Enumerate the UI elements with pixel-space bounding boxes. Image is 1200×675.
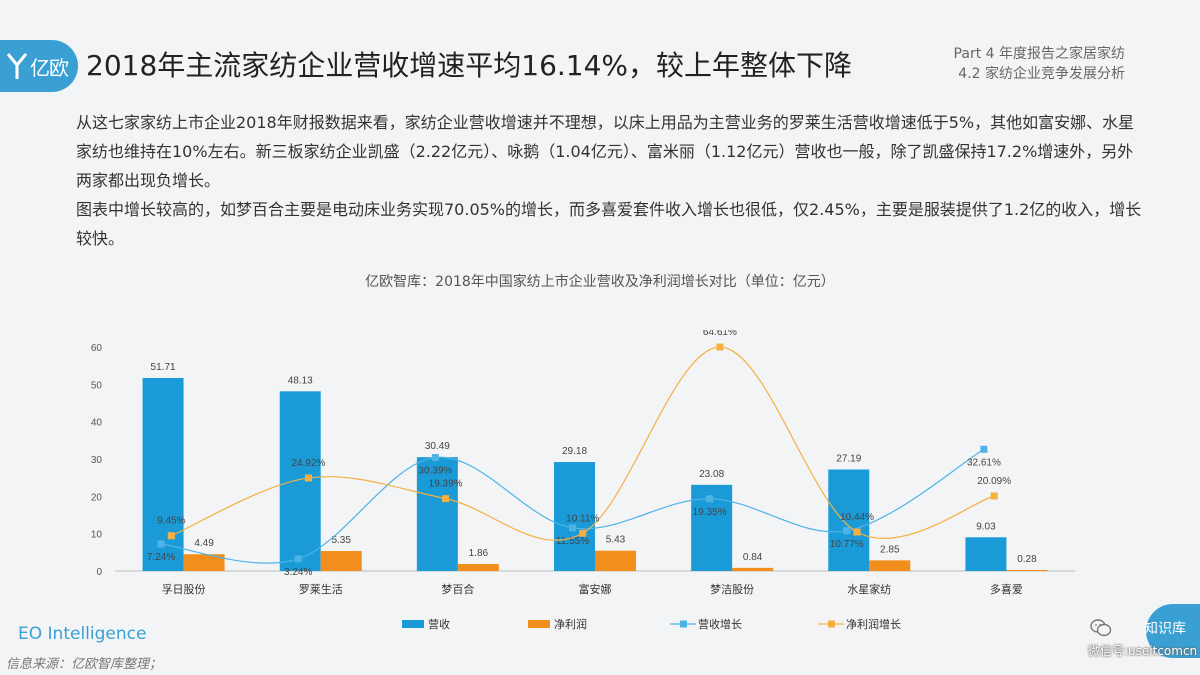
legend-label: 净利润 [554,617,587,631]
line-marker [304,474,312,482]
logo-y-icon [6,53,28,79]
line-marker [706,495,714,503]
bar-revenue [828,469,870,571]
eo-logo: 亿欧 [0,40,78,92]
line-value-label: 11.55% [556,536,589,547]
line-marker [294,555,302,563]
y-tick-label: 20 [91,492,103,503]
body-text: 从这七家家纺上市企业2018年财报数据来看，家纺企业营收增速并不理想，以床上用品… [76,108,1146,253]
legend-label: 营收 [428,617,450,631]
bar-value-label: 5.43 [606,535,626,546]
bar-value-label: 27.19 [836,453,861,464]
y-tick-label: 10 [91,530,103,541]
y-tick-label: 50 [91,380,103,391]
bar-profit [1006,569,1048,571]
line-value-label: 7.24% [147,552,175,563]
paragraph-2: 图表中增长较高的，如梦百合主要是电动床业务实现70.05%的增长，而多喜爱套件收… [76,200,1142,248]
bar-revenue [142,377,184,571]
part-line-1: Part 4 年度报告之家居家纺 [953,46,1125,62]
line-value-label: 19.39% [429,479,463,490]
y-tick-label: 0 [96,567,102,578]
bar-value-label: 5.35 [331,535,351,546]
chart: 0 10 20 30 40 50 60 51.71 48.13 30.49 29.18 23.08 27… [91,330,1075,631]
bar-value-label: 1.86 [469,548,489,559]
line-value-label: 30.39% [418,466,452,477]
x-tick-label: 罗莱生活 [299,582,343,596]
wechat-icon [1090,619,1112,637]
y-tick-label: 60 [91,343,103,354]
line-marker [442,495,450,503]
line-value-label: 24.92% [292,458,326,469]
bar-revenue [554,462,595,571]
wechat-id: 微信号:useitcomcn [1088,644,1198,658]
source-note: 信息来源：亿欧智库整理； [6,657,163,672]
y-tick-label: 30 [91,455,103,466]
legend-label: 营收增长 [698,617,742,631]
x-tick-label: 梦洁股份 [710,583,754,596]
section-label: Part 4 年度报告之家居家纺 4.2 家纺企业竞争发展分析 [954,44,1125,84]
bar-value-label: 4.49 [194,538,214,549]
bar-revenue [416,457,458,571]
line-marker [853,528,861,536]
line-marker [990,492,998,500]
bar-value-label: 29.18 [562,446,587,457]
line-value-label: 20.09% [977,476,1011,487]
line-value-label: 64.61% [703,330,737,338]
line-marker [579,529,587,537]
bar-profit [595,550,636,571]
x-tick-label: 富安娜 [579,582,612,596]
bar-value-label: 0.84 [743,552,763,563]
line-value-label: 10.77% [830,539,864,550]
y-tick-label: 40 [91,418,103,429]
line-marker [716,343,724,351]
bar-profit [732,567,774,571]
bar-revenue [965,537,1007,571]
line-marker [569,524,576,532]
legend-swatch [402,620,424,628]
x-tick-label: 孚日股份 [162,583,206,596]
legend-swatch-marker [680,620,687,628]
x-tick-label: 水星家纺 [847,582,891,596]
line-value-label: 3.24% [284,567,312,578]
bar-value-label: 51.71 [151,362,176,373]
bar-value-label: 23.08 [699,469,724,480]
bar-value-label: 2.85 [880,544,900,555]
wechat-label: 知识库 [1090,618,1186,638]
brand-footer: EO Intelligence [18,624,147,644]
paragraph-1: 从这七家家纺上市企业2018年财报数据来看，家纺企业营收增速并不理想，以床上用品… [76,113,1135,190]
line-value-label: 9.45% [157,516,185,527]
chart-title: 亿欧智库：2018年中国家纺上市企业营收及净利润增长对比（单位：亿元） [365,274,835,290]
legend-swatch-marker [828,620,835,628]
x-tick-label: 梦百合 [441,582,474,596]
line-marker [157,540,165,548]
bar-profit [869,560,911,571]
line-marker [980,445,988,453]
bar-profit [457,564,499,571]
bar-value-label: 0.28 [1017,554,1037,565]
bar-profit [320,551,362,571]
logo-text: 亿欧 [30,55,69,80]
bar-profit [183,554,225,571]
x-tick-label: 多喜爱 [990,582,1023,596]
wechat-name: 知识库 [1144,621,1186,637]
legend-swatch [528,620,550,628]
line-value-label: 10.11% [566,513,599,524]
line-value-label: 10.44% [840,512,874,523]
legend-label: 净利润增长 [846,617,901,631]
bar-value-label: 30.49 [425,441,450,452]
bar-value-label: 48.13 [288,375,313,386]
bar-value-label: 9.03 [976,521,996,532]
line-value-label: 19.35% [693,507,727,518]
line-value-label: 32.61% [967,457,1001,468]
wechat-badge [1146,604,1200,658]
bar-revenue [279,391,321,571]
line-marker [843,527,851,535]
line-marker [431,454,439,462]
page-title: 2018年主流家纺企业营收增速平均16.14%，较上年整体下降 [86,49,853,82]
part-line-2: 4.2 家纺企业竞争发展分析 [958,66,1125,82]
line-marker [167,532,175,540]
